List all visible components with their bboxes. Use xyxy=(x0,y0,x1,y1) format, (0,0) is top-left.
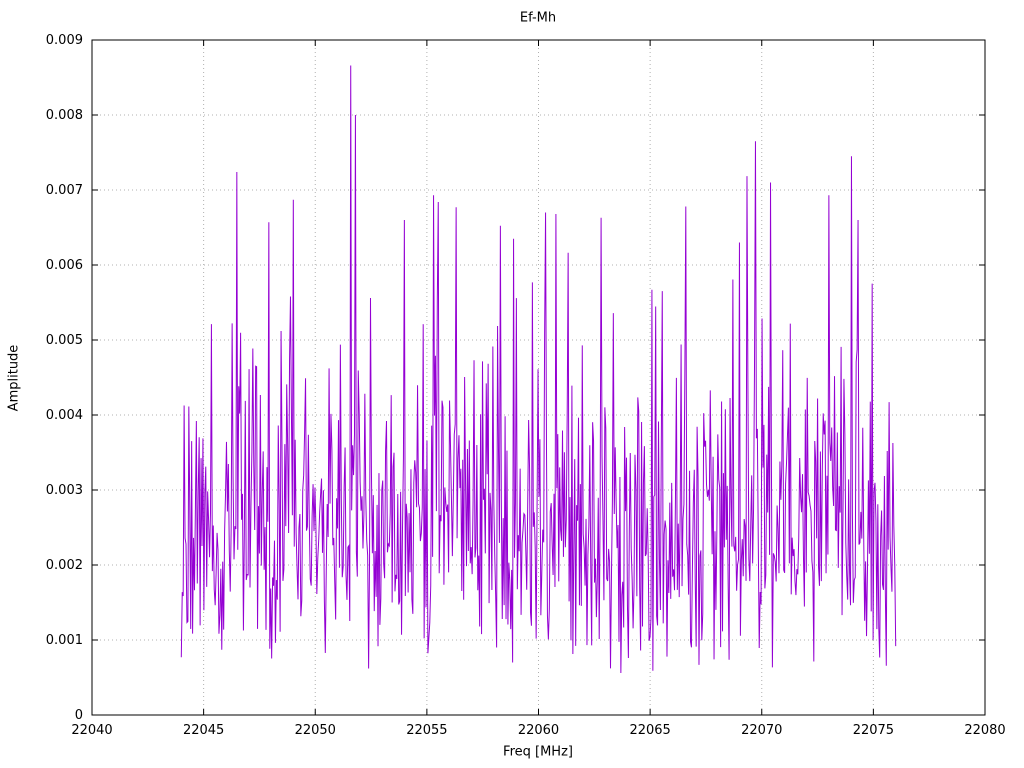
x-tick-label: 22080 xyxy=(964,723,1005,738)
x-tick-label: 22065 xyxy=(629,723,670,738)
x-tick-label: 22075 xyxy=(853,723,894,738)
x-tick-label: 22050 xyxy=(295,723,336,738)
y-tick-label: 0.005 xyxy=(46,333,83,348)
y-tick-label: 0.006 xyxy=(46,258,83,273)
x-tick-label: 22045 xyxy=(183,723,224,738)
y-tick-label: 0.007 xyxy=(46,183,83,198)
y-tick-label: 0.004 xyxy=(46,408,83,423)
y-tick-label: 0.008 xyxy=(46,108,83,123)
x-tick-label: 22060 xyxy=(518,723,559,738)
y-tick-label: 0.002 xyxy=(46,558,83,573)
y-axis-label: Amplitude xyxy=(6,344,22,412)
y-tick-label: 0.003 xyxy=(46,483,83,498)
x-axis-label: Freq [MHz] xyxy=(503,744,573,760)
y-tick-label: 0.001 xyxy=(46,633,83,648)
plot-border xyxy=(91,39,986,716)
x-tick-label: 22055 xyxy=(406,723,447,738)
data-series-line xyxy=(180,65,897,674)
y-tick-label: 0 xyxy=(75,708,83,723)
y-tick-label: 0.009 xyxy=(46,33,83,48)
x-tick-label: 22040 xyxy=(71,723,112,738)
x-tick-label: 22070 xyxy=(741,723,782,738)
chart-title: Ef-Mh xyxy=(519,10,557,26)
